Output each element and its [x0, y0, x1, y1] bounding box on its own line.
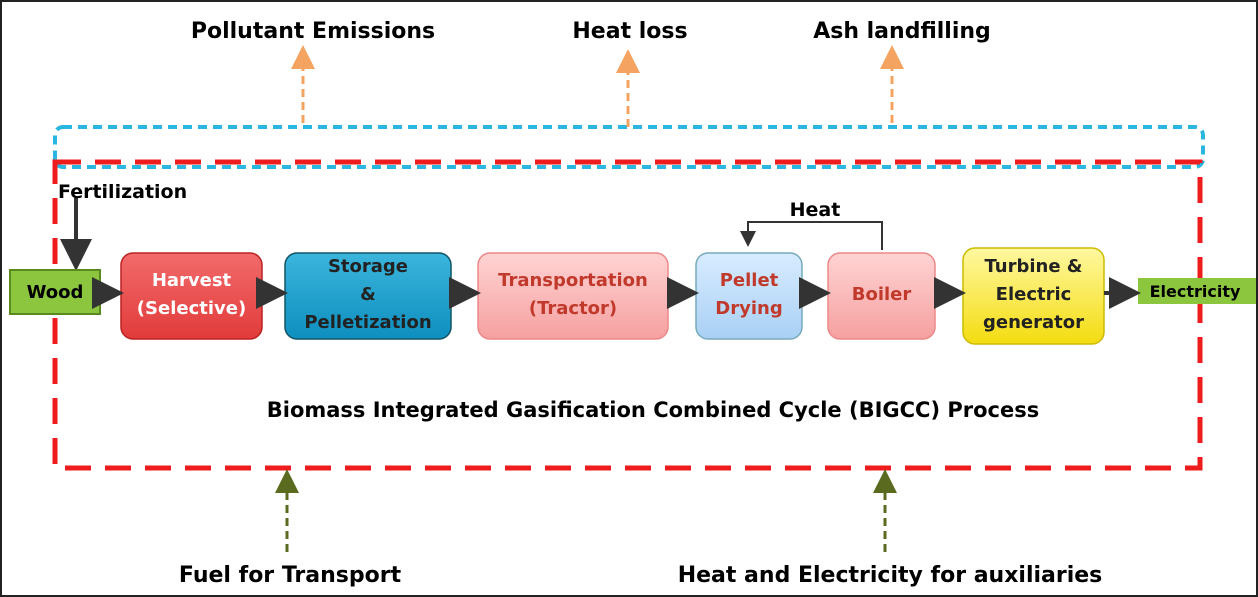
- process-node: [477, 252, 669, 340]
- node-label: Drying: [715, 298, 782, 319]
- process-title: Biomass Integrated Gasification Combined…: [267, 398, 1039, 422]
- node-label: Transportation: [498, 270, 648, 291]
- label: Fertilization: [58, 181, 187, 203]
- node-label: Turbine &: [984, 256, 1082, 277]
- process-node: [695, 252, 803, 340]
- node-label: (Selective): [137, 298, 246, 319]
- node-label: &: [360, 284, 376, 305]
- output-label: Heat loss: [572, 19, 687, 44]
- node-label: Electric: [996, 284, 1072, 305]
- heat-loop: [740, 221, 883, 250]
- node-label: Pelletization: [304, 312, 431, 333]
- output-label: Pollutant Emissions: [191, 19, 435, 44]
- node-label: Storage: [328, 256, 408, 277]
- system-boundary: [53, 125, 1205, 169]
- label: Wood: [27, 282, 84, 303]
- node-label: generator: [983, 312, 1084, 333]
- node-label: Boiler: [852, 284, 912, 305]
- input-node: [9, 269, 101, 315]
- process-node: [120, 252, 263, 340]
- output-node: [1138, 278, 1256, 304]
- input-label: Heat and Electricity for auxiliaries: [678, 563, 1103, 588]
- process-boundary: [52, 159, 1203, 471]
- label: Heat: [790, 199, 841, 221]
- label: Electricity: [1150, 282, 1241, 301]
- input-label: Fuel for Transport: [179, 563, 402, 588]
- node-label: Pellet: [720, 270, 779, 291]
- node-label: (Tractor): [529, 298, 617, 319]
- output-label: Ash landfilling: [813, 19, 991, 44]
- node-label: Harvest: [152, 270, 232, 291]
